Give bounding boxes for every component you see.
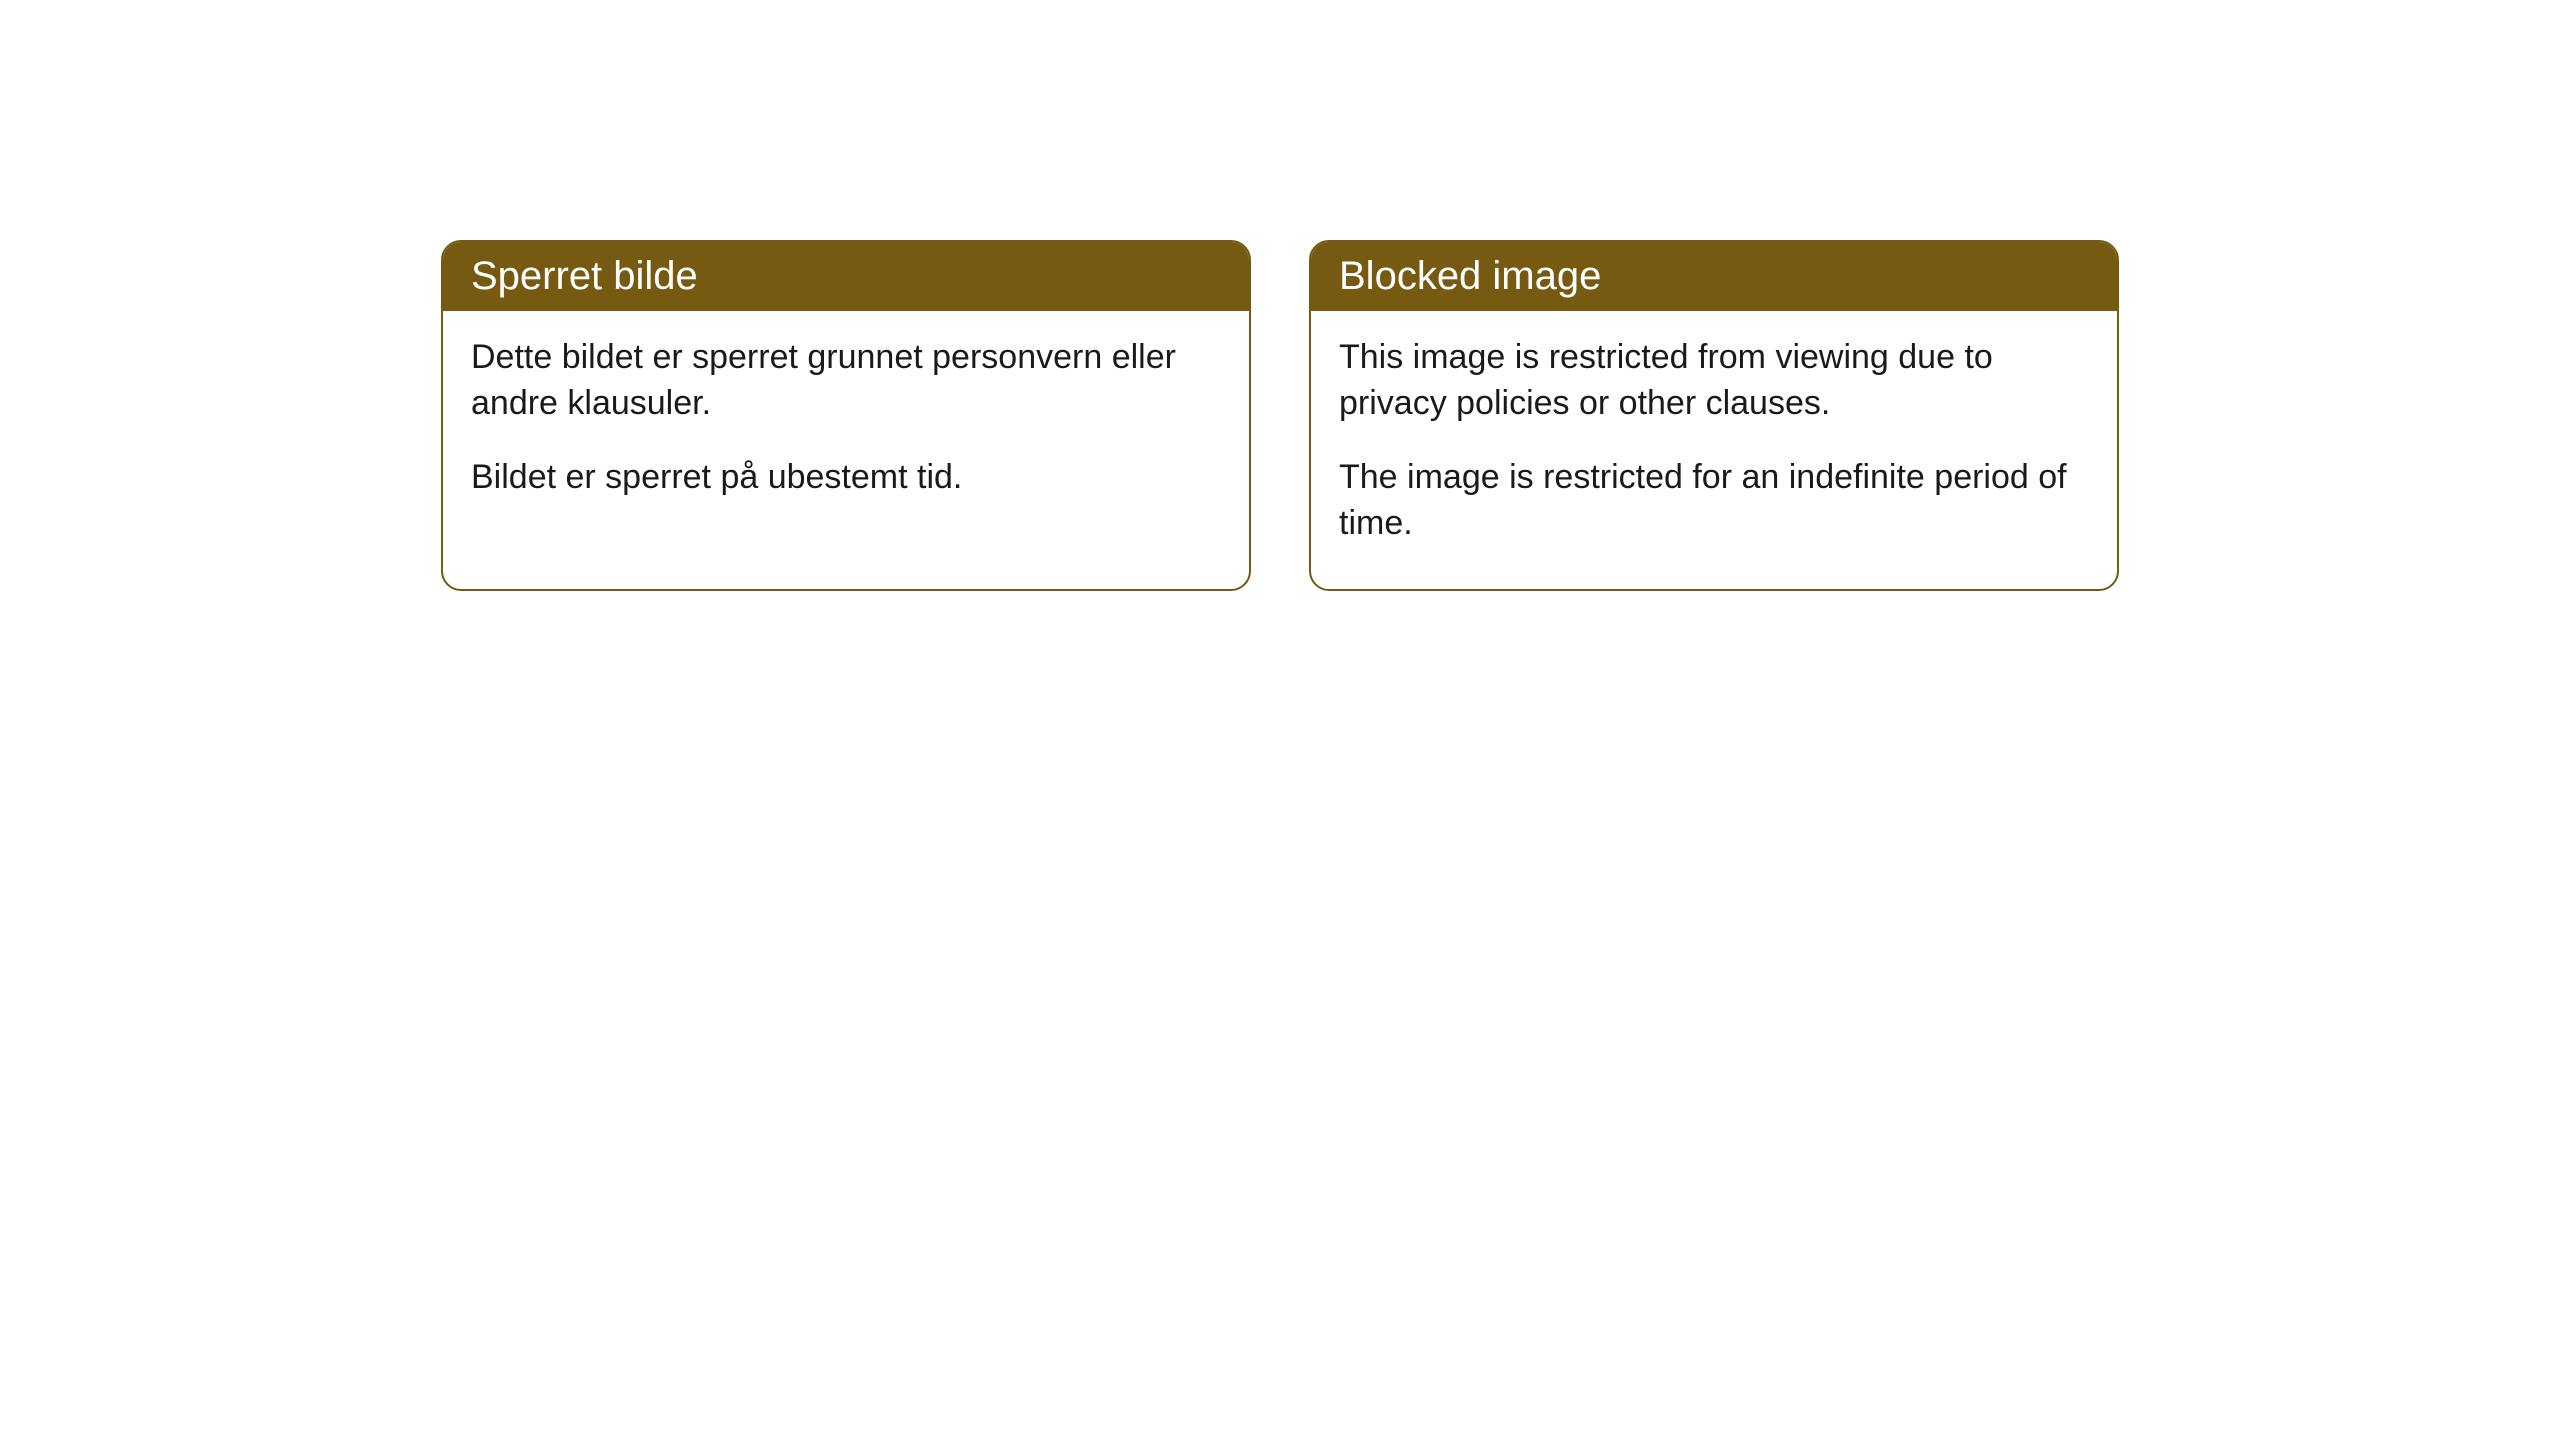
card-norwegian: Sperret bilde Dette bildet er sperret gr… [441,240,1251,591]
card-header-english: Blocked image [1311,242,2117,311]
card-english: Blocked image This image is restricted f… [1309,240,2119,591]
cards-container: Sperret bilde Dette bildet er sperret gr… [441,240,2119,591]
paragraph-english-1: This image is restricted from viewing du… [1339,335,2089,427]
paragraph-english-2: The image is restricted for an indefinit… [1339,455,2089,547]
card-header-norwegian: Sperret bilde [443,242,1249,311]
paragraph-norwegian-2: Bildet er sperret på ubestemt tid. [471,455,1221,501]
paragraph-norwegian-1: Dette bildet er sperret grunnet personve… [471,335,1221,427]
card-body-english: This image is restricted from viewing du… [1311,311,2117,589]
card-body-norwegian: Dette bildet er sperret grunnet personve… [443,311,1249,543]
